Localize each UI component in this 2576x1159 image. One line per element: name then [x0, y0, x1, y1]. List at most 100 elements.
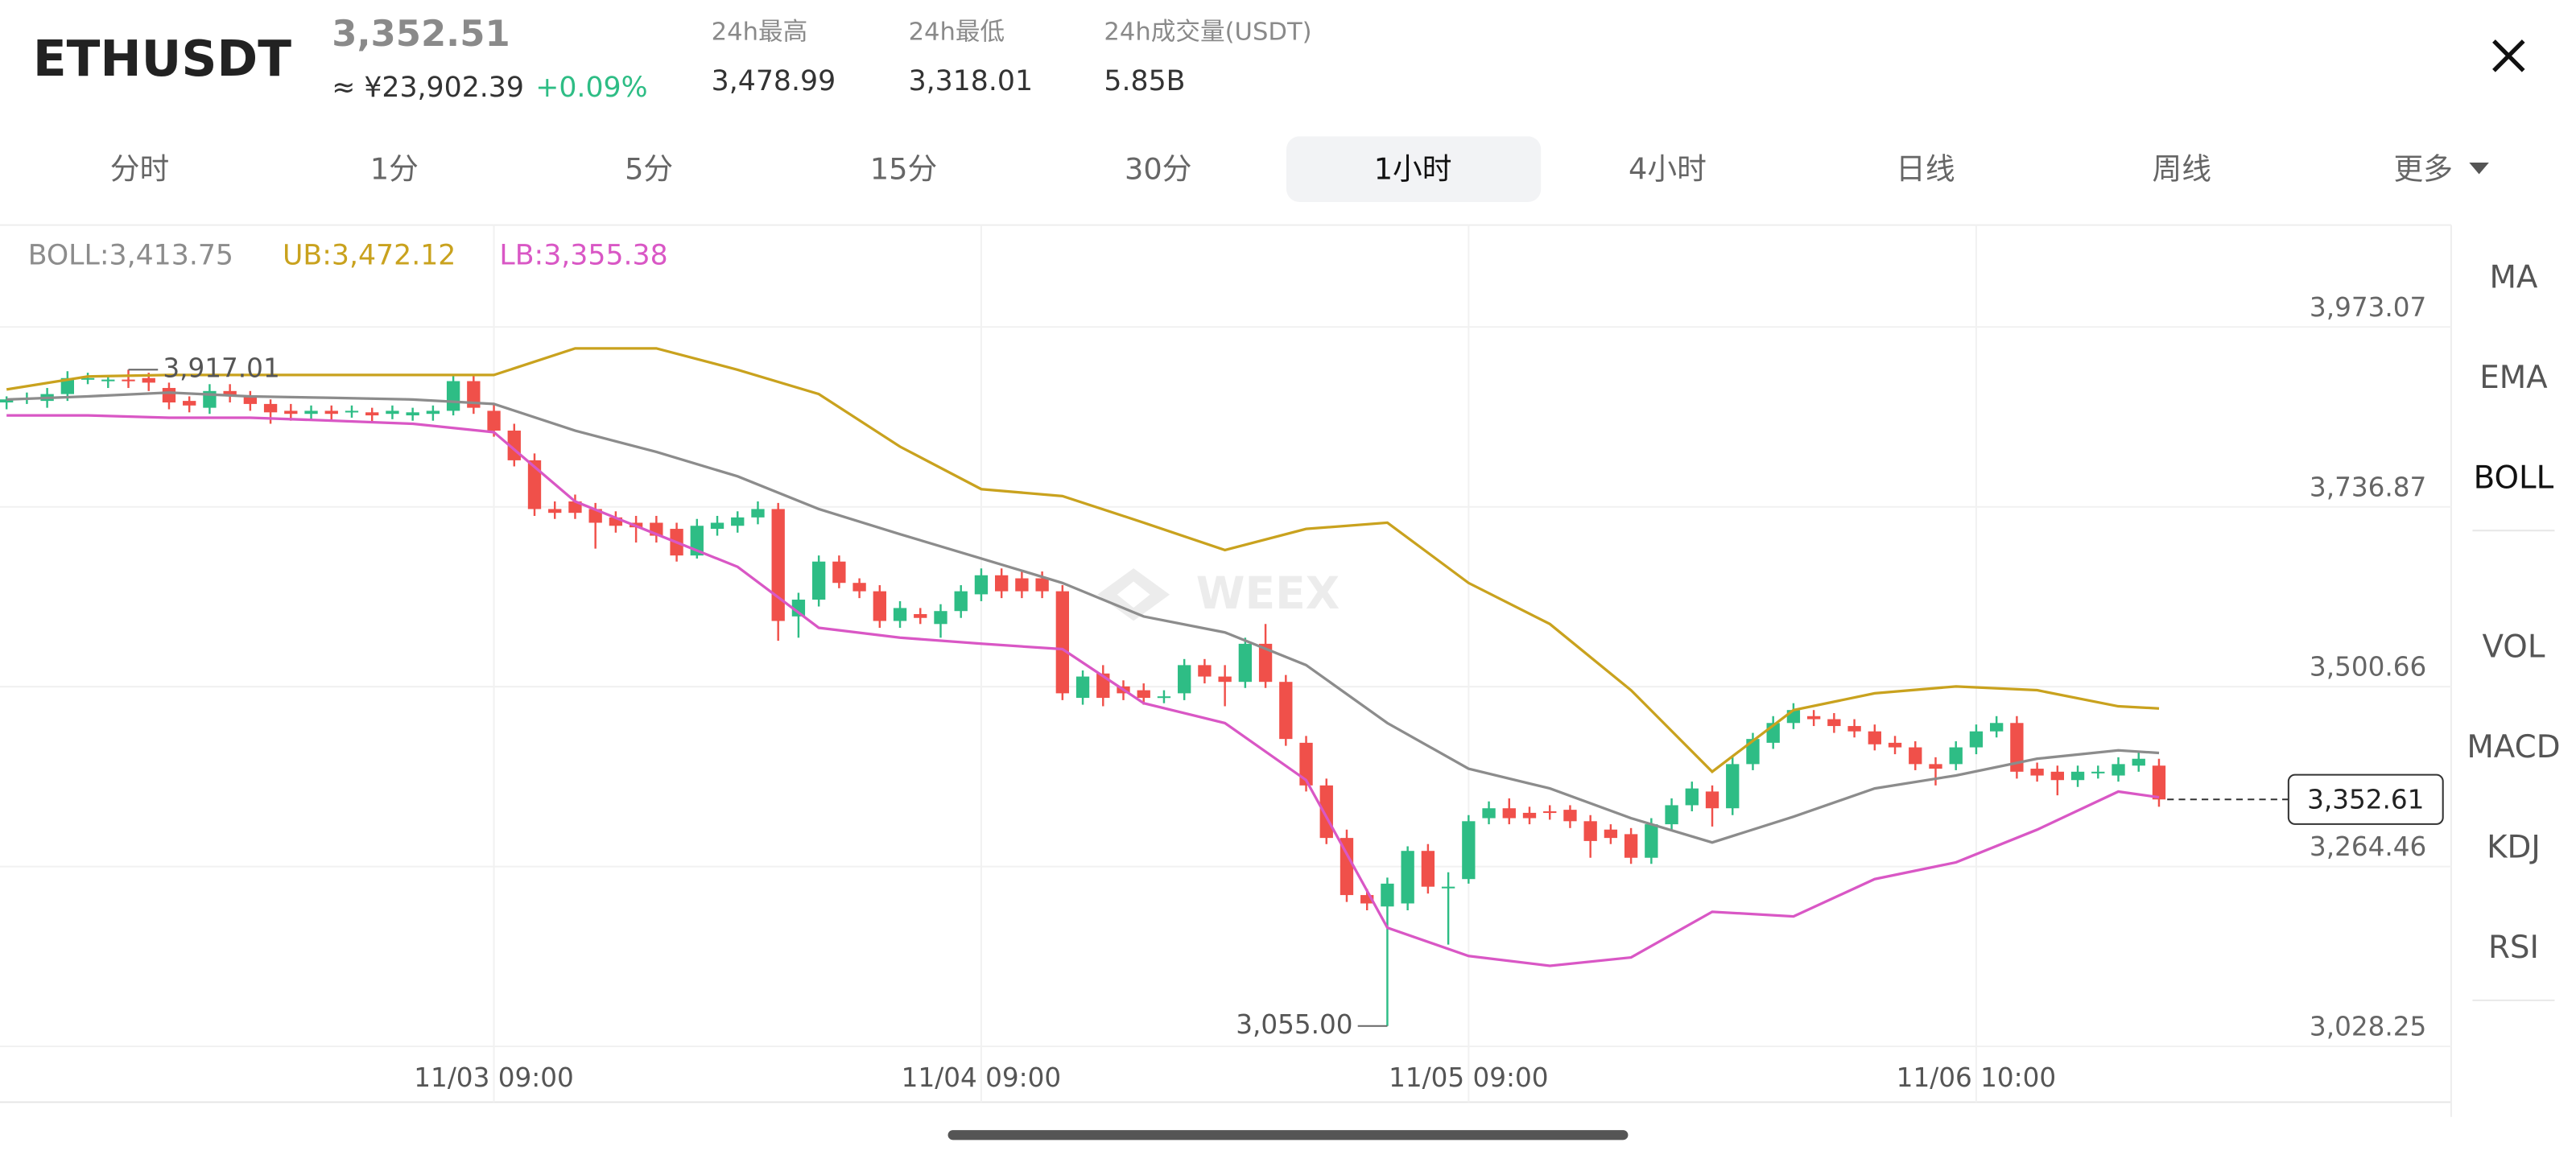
candle-body	[588, 509, 602, 523]
candle-body	[1868, 731, 1881, 744]
tab-label: 周线	[2152, 152, 2211, 187]
candle-body	[1381, 883, 1394, 907]
candle-body	[2070, 771, 2085, 781]
candle-body	[162, 388, 176, 403]
candle-body	[1238, 643, 1253, 683]
tab-label: 日线	[1896, 152, 1955, 187]
tab[interactable]: 日线	[1896, 152, 1955, 187]
tab[interactable]: 4小时	[1629, 152, 1707, 187]
legend-entry: LB:3,355.38	[499, 239, 667, 271]
x-tick-label: 11/05 09:00	[1389, 1062, 1549, 1093]
candle-body	[1624, 834, 1638, 858]
tab-label: 5分	[625, 152, 673, 187]
tab-label: 1分	[370, 152, 419, 187]
indicator-button[interactable]: EMA	[2479, 360, 2548, 396]
candle-body	[1563, 810, 1577, 822]
watermark-text: WEEX	[1196, 567, 1340, 619]
watermark: WEEX	[1097, 567, 1340, 621]
candle-body	[1909, 747, 1922, 765]
candle-body	[426, 410, 440, 415]
tab-highlight	[1286, 136, 1542, 203]
candle-body	[1827, 719, 1841, 727]
indicator-button[interactable]: MA	[2489, 259, 2537, 295]
stat-value: 5.85B	[1104, 65, 1185, 97]
candle-body	[1360, 895, 1374, 904]
candle-body	[568, 501, 582, 514]
candle-body	[487, 410, 501, 431]
indicator-button[interactable]: KDJ	[2487, 830, 2541, 866]
candle-body	[1075, 676, 1090, 699]
tab-label: 30分	[1125, 152, 1191, 187]
tab[interactable]: 30分	[1125, 152, 1191, 187]
tab[interactable]: 15分	[870, 152, 937, 187]
candle-body	[1685, 788, 1699, 806]
candle-body	[1157, 696, 1171, 699]
indicator-button[interactable]: RSI	[2488, 930, 2539, 966]
candle-body	[1522, 812, 1537, 819]
candle-body	[1258, 643, 1273, 683]
indicator-button[interactable]: MACD	[2467, 729, 2560, 765]
candle-body	[974, 575, 989, 595]
candle-body	[183, 401, 196, 406]
tab[interactable]: 1分	[370, 152, 419, 187]
indicator-button[interactable]: VOL	[2482, 629, 2545, 666]
candle-body	[1969, 731, 1984, 748]
tab[interactable]: 5分	[625, 152, 673, 187]
close-button[interactable]	[2492, 39, 2525, 72]
tab-label: 更多	[2393, 152, 2452, 187]
candle-body	[954, 591, 968, 612]
extreme-label: 3,917.01	[163, 353, 279, 383]
candle-body	[386, 410, 399, 415]
candle-body	[914, 613, 927, 618]
tab[interactable]: 更多	[2393, 152, 2489, 187]
candle-body	[1299, 742, 1313, 786]
indicator-button[interactable]: BOLL	[2474, 460, 2554, 496]
y-tick-label: 3,736.87	[2310, 472, 2426, 502]
candle-body	[1543, 811, 1557, 814]
candle-body	[1198, 665, 1212, 677]
candle-body	[1482, 808, 1496, 819]
candle-body	[1949, 747, 1963, 765]
candle-body	[1218, 676, 1232, 683]
legend-entry: BOLL:3,413.75	[28, 239, 233, 271]
candle-body	[1705, 791, 1719, 809]
stat-value: 3,318.01	[909, 65, 1033, 97]
stat-label: 24h最高	[712, 18, 808, 46]
candle-body	[1340, 838, 1354, 896]
x-tick-label: 11/06 10:00	[1897, 1062, 2057, 1093]
tab[interactable]: 1小时	[1286, 136, 1542, 203]
candle-body	[2030, 769, 2044, 776]
candle-body	[527, 460, 542, 509]
last-price-label: 3,352.61	[2307, 784, 2424, 815]
candle-body	[832, 561, 846, 584]
close-icon	[2492, 39, 2525, 72]
candle-body	[852, 583, 866, 592]
tab[interactable]: 分时	[110, 152, 169, 187]
candle-body	[467, 381, 481, 408]
candle-body	[1929, 764, 1942, 769]
candle-body	[811, 561, 826, 600]
y-tick-label: 3,028.25	[2310, 1012, 2426, 1042]
y-tick-label: 3,264.46	[2310, 831, 2426, 862]
candle-body	[122, 379, 135, 382]
candle-body	[2050, 771, 2064, 781]
candle-body	[304, 410, 318, 415]
candle-body	[1015, 578, 1029, 592]
candle-body	[1583, 821, 1597, 841]
tab-label: 分时	[110, 152, 169, 187]
candle-body	[1746, 739, 1760, 765]
candle-body	[80, 377, 95, 380]
tab[interactable]: 周线	[2152, 152, 2211, 187]
y-tick-label: 3,973.07	[2310, 292, 2426, 323]
candle-body	[284, 410, 298, 415]
stat-label: 24h最低	[909, 18, 1005, 46]
candle-body	[2152, 765, 2166, 800]
candle-body	[1035, 578, 1049, 592]
watermark-logo	[1097, 568, 1170, 621]
last-price: 3,352.51	[332, 12, 510, 55]
candle-body	[1806, 716, 1821, 720]
candle-body	[223, 390, 237, 397]
candle-body	[1319, 785, 1333, 839]
candle-body	[60, 377, 74, 394]
